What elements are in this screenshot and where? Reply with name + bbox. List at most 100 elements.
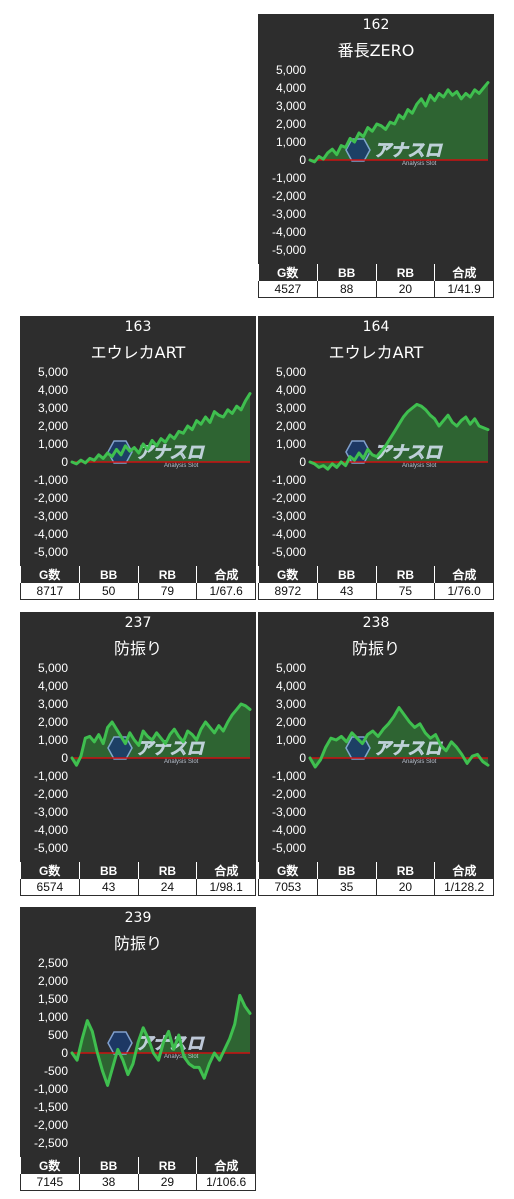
- games-value: 7145: [20, 1174, 80, 1191]
- header-bb: BB: [78, 566, 138, 583]
- logo-hexagon: [107, 1031, 133, 1055]
- header-rb: RB: [375, 566, 435, 583]
- games-value: 8972: [258, 583, 318, 600]
- stats-table: G数 BB RB 合成 4527 88 20 1/41.9: [258, 264, 494, 298]
- y-tick-label: -4,000: [272, 527, 306, 541]
- series-line: [308, 706, 490, 769]
- header-g: G数: [20, 1157, 80, 1174]
- y-tick-label: -3,000: [34, 509, 68, 523]
- y-tick-label: -4,000: [34, 527, 68, 541]
- series-line: [70, 392, 252, 466]
- header-g: G数: [258, 264, 318, 281]
- machine-number: 164: [362, 319, 390, 335]
- y-tick-label: 500: [48, 1028, 68, 1042]
- y-tick-label: -4,000: [272, 225, 306, 239]
- stats-table: G数 BB RB 合成 7053 35 20 1/128.2: [258, 862, 494, 896]
- y-tick-label: -1,000: [272, 473, 306, 487]
- machine-number: 239: [124, 910, 152, 926]
- rb-value: 29: [137, 1174, 198, 1191]
- y-tick-label: 2,000: [276, 419, 306, 433]
- machine-card-164: 164 エウレカART 5,000 4,000 3,000 2,000 1,000 0 -1…: [258, 316, 494, 600]
- y-tick-label: -4,000: [34, 823, 68, 837]
- machine-name: エウレカART: [328, 343, 424, 362]
- series-line: [70, 702, 252, 767]
- header-bb: BB: [316, 566, 376, 583]
- y-tick-label: -1,000: [34, 1082, 68, 1096]
- slump-chart: 5,000 4,000 3,000 2,000 1,000 0 -1,000 -2,000 -3…: [272, 365, 490, 559]
- y-tick-label: 0: [61, 455, 68, 469]
- series-line: [70, 993, 252, 1087]
- header-rb: RB: [137, 1157, 197, 1174]
- logo-sub-text: Analysis Slot: [402, 161, 437, 167]
- header-g: G数: [20, 566, 80, 583]
- header-gousei: 合成: [196, 1157, 256, 1174]
- y-tick-label: -2,000: [272, 787, 306, 801]
- logo-main-text: アナスロ: [374, 739, 443, 759]
- header-rb: RB: [137, 862, 197, 879]
- gousei-value: 1/128.2: [434, 879, 494, 896]
- logo-sub-text: Analysis Slot: [164, 463, 199, 469]
- y-tick-label: -1,500: [34, 1100, 68, 1114]
- header-g: G数: [20, 862, 80, 879]
- logo-sub-text: Analysis Slot: [402, 759, 437, 765]
- header-bb: BB: [78, 1157, 138, 1174]
- chart-panel: 238 防振り 5,000 4,000 3,000 2,000 1,000 0 -1,000…: [258, 612, 494, 862]
- rb-value: 24: [137, 879, 198, 896]
- gousei-value: 1/106.6: [196, 1174, 256, 1191]
- y-tick-label: 0: [299, 153, 306, 167]
- series-line: [308, 402, 490, 471]
- machine-card-162: 162 番長ZERO 5,000 4,000 3,000 2,000 1,000 0 -1,…: [258, 14, 494, 298]
- bb-value: 43: [78, 879, 139, 896]
- y-tick-label: 4,000: [276, 383, 306, 397]
- rb-value: 75: [375, 583, 436, 600]
- y-tick-label: -2,000: [34, 1118, 68, 1132]
- chart-panel: 164 エウレカART 5,000 4,000 3,000 2,000 1,000 0 -1…: [258, 316, 494, 566]
- y-tick-label: 2,000: [38, 715, 68, 729]
- gousei-value: 1/76.0: [434, 583, 494, 600]
- logo-main-text: アナスロ: [374, 443, 443, 463]
- y-tick-label: -2,000: [34, 491, 68, 505]
- y-tick-label: 1,000: [38, 437, 68, 451]
- gousei-value: 1/98.1: [196, 879, 256, 896]
- machine-name: 防振り: [351, 639, 400, 658]
- header-rb: RB: [375, 862, 435, 879]
- rb-value: 20: [375, 879, 436, 896]
- y-tick-label: 3,000: [276, 99, 306, 113]
- y-tick-label: -3,000: [34, 805, 68, 819]
- y-tick-label: 0: [299, 455, 306, 469]
- y-tick-label: 0: [299, 751, 306, 765]
- y-tick-label: 4,000: [276, 81, 306, 95]
- y-tick-label: 3,000: [38, 401, 68, 415]
- y-tick-label: -1,000: [34, 473, 68, 487]
- machine-name: 防振り: [113, 639, 162, 658]
- y-tick-label: -5,000: [34, 545, 68, 559]
- stats-table: G数 BB RB 合成 8717 50 79 1/67.6: [20, 566, 256, 600]
- y-tick-label: 4,000: [38, 679, 68, 693]
- y-tick-label: 0: [61, 1046, 68, 1060]
- slump-chart: 5,000 4,000 3,000 2,000 1,000 0 -1,000 -2,000 -3…: [34, 661, 252, 855]
- machine-name: 番長ZERO: [337, 41, 415, 60]
- stats-table: G数 BB RB 合成 7145 38 29 1/106.6: [20, 1157, 256, 1191]
- y-tick-label: 5,000: [38, 661, 68, 675]
- slump-chart: 2,500 2,000 1,500 1,000 500 0 -500 -1,000 -1,500…: [34, 956, 252, 1150]
- header-g: G数: [258, 566, 318, 583]
- y-tick-label: -4,000: [272, 823, 306, 837]
- header-bb: BB: [316, 862, 376, 879]
- y-tick-label: -2,500: [34, 1136, 68, 1150]
- y-tick-label: -2,000: [34, 787, 68, 801]
- y-tick-label: 3,000: [276, 697, 306, 711]
- logo-hexagon: [107, 736, 133, 760]
- games-value: 6574: [20, 879, 80, 896]
- y-tick-label: -1,000: [272, 171, 306, 185]
- stats-table: G数 BB RB 合成 8972 43 75 1/76.0: [258, 566, 494, 600]
- y-tick-label: -5,000: [272, 243, 306, 257]
- y-tick-label: 1,000: [276, 135, 306, 149]
- series-line: [308, 81, 490, 164]
- y-tick-label: -5,000: [272, 841, 306, 855]
- chart-panel: 237 防振り 5,000 4,000 3,000 2,000 1,000 0 -1,000…: [20, 612, 256, 862]
- games-value: 7053: [258, 879, 318, 896]
- bb-value: 35: [316, 879, 377, 896]
- y-tick-label: -500: [44, 1064, 68, 1078]
- y-tick-label: -5,000: [34, 841, 68, 855]
